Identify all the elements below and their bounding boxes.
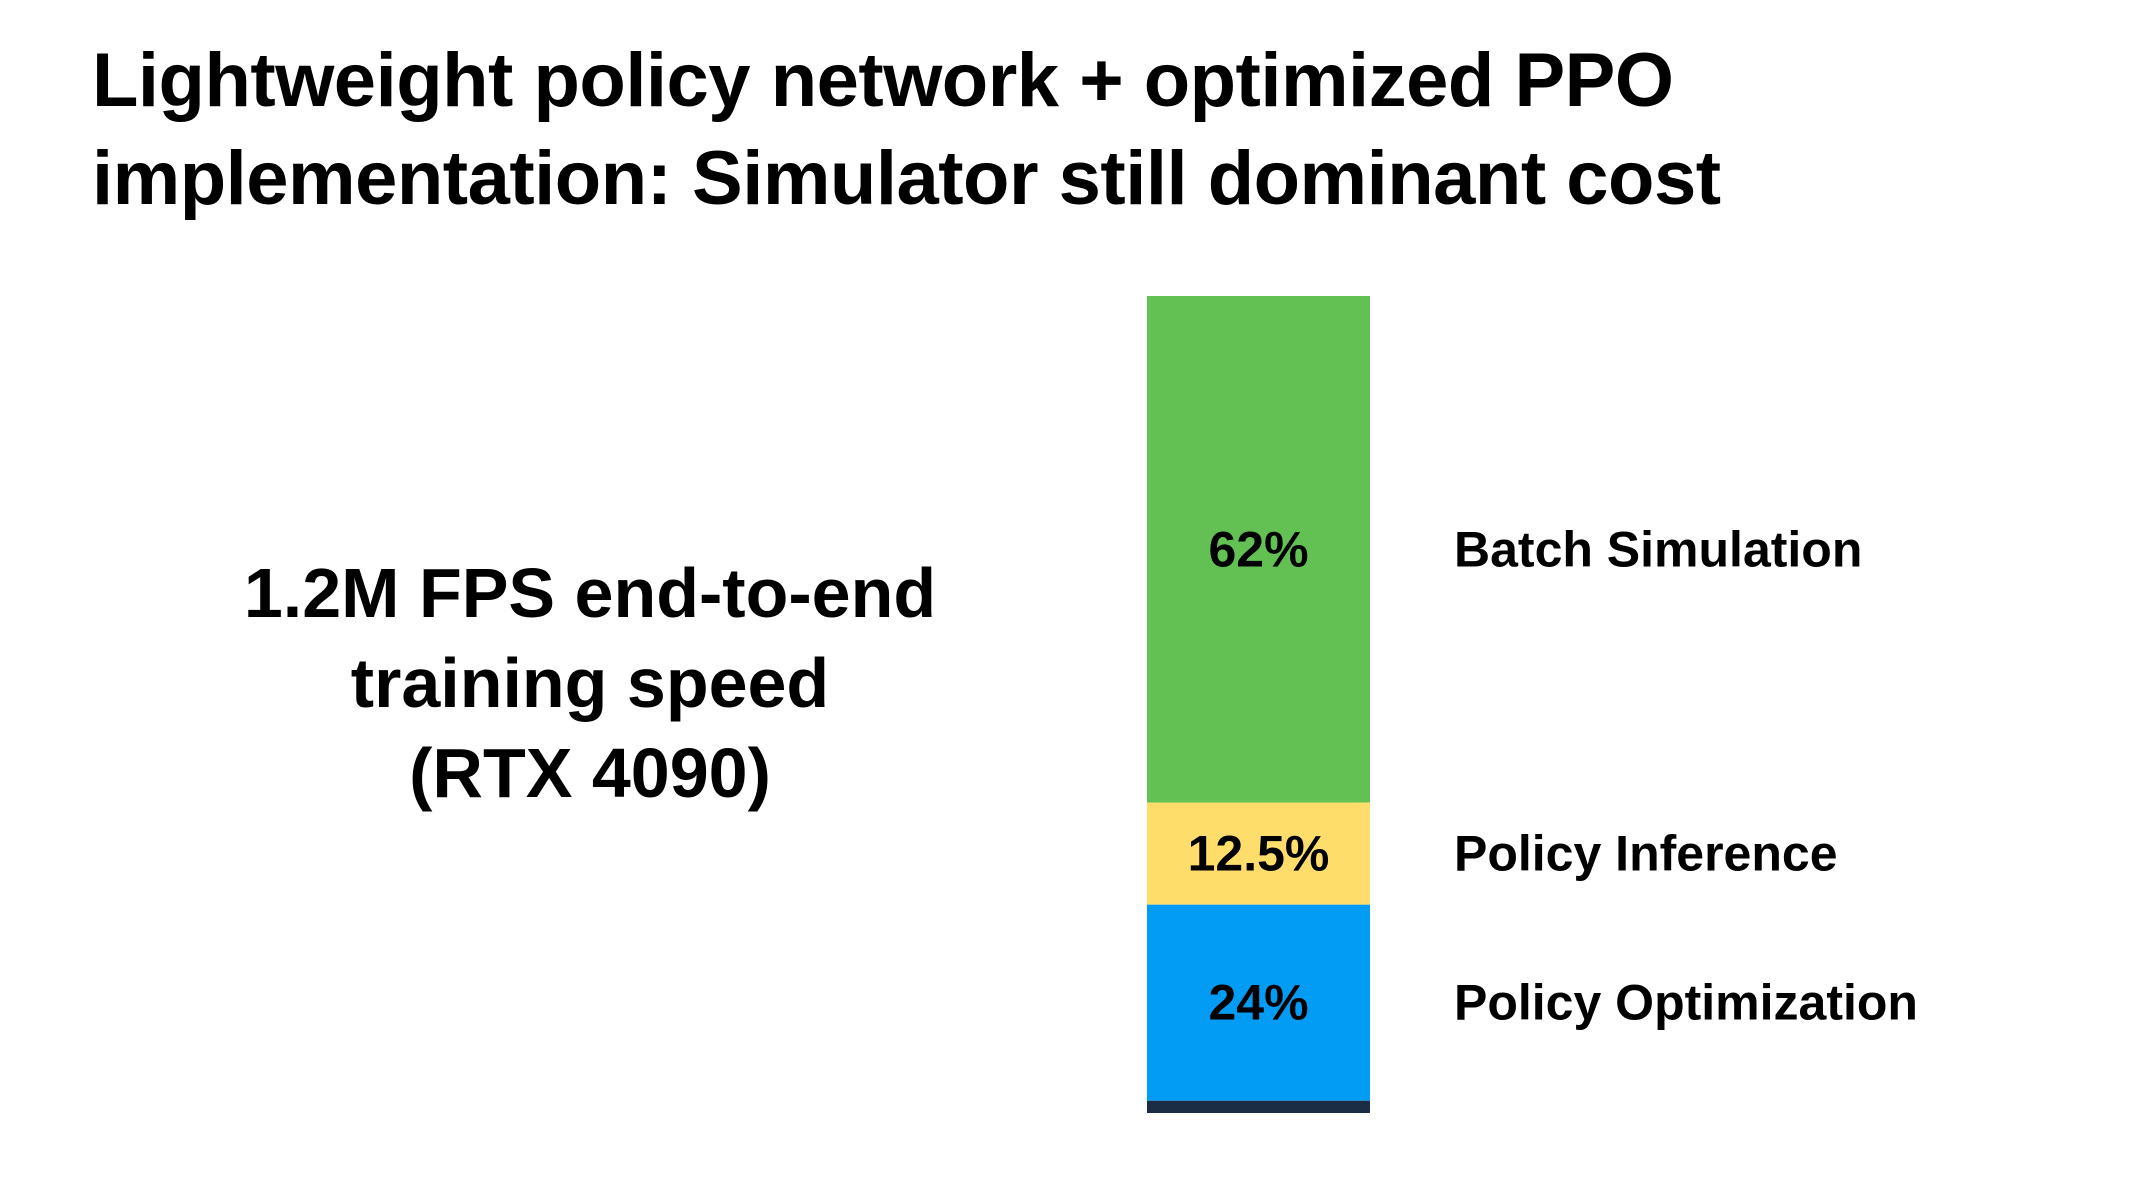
bar-segment-policy-inference [1147,802,1370,905]
note-line-3: (RTX 4090) [409,734,771,812]
data-label: 62% [1208,521,1308,577]
bar-segment-policy-optimization [1147,904,1370,1101]
title-line-2: implementation: Simulator still dominant… [92,136,1721,221]
legend-label: Batch Simulation [1454,521,1862,577]
fps-note: 1.2M FPS end-to-end training speed (RTX … [190,548,990,818]
note-line-1: 1.2M FPS end-to-end [243,554,937,632]
data-label: 12.5% [1188,826,1330,882]
data-label: 24% [1208,975,1308,1031]
bar-segment-other [1147,1100,1370,1113]
bar-segment-batch-simulation [1147,296,1370,803]
slide-title: Lightweight policy network + optimized P… [92,32,1721,228]
legend-label: Policy Inference [1454,826,1838,882]
title-line-1: Lightweight policy network + optimized P… [92,38,1674,123]
legend-label: Policy Optimization [1454,975,1918,1031]
note-line-2: training speed [350,644,830,722]
